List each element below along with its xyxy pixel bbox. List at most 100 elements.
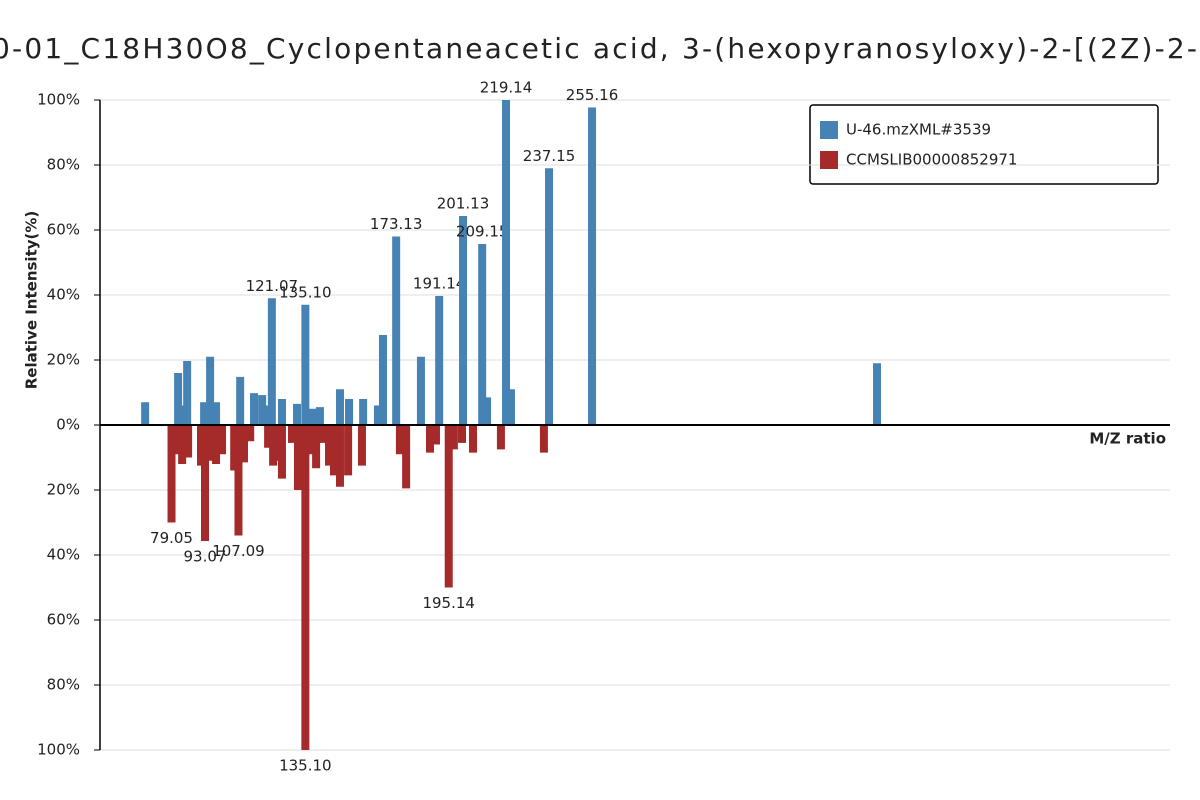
bar [174,373,183,425]
legend-box [809,104,1159,185]
peak-label: 135.10 [279,283,332,301]
bar [315,407,324,425]
peak-label: 135.10 [279,757,332,775]
bar [218,425,227,455]
bar [212,402,221,425]
bar [293,425,302,490]
bar [435,295,444,425]
bar [184,425,193,458]
peak-label: 79.05 [150,529,193,547]
bar [478,243,487,425]
y-axis-label: Relative Intensity(%) [23,211,41,390]
bar [200,425,209,542]
peak-label: 121.07 [246,277,299,295]
legend-swatch [820,151,838,169]
bar [246,425,255,442]
peak-label: 173.13 [370,215,423,233]
bar [324,425,333,466]
legend-label: CCMSLIB00000852971 [846,151,1017,169]
legend-swatch [820,121,838,139]
bar [207,425,216,461]
y-tick-label: 60% [47,611,80,629]
bar [330,425,339,476]
bar [174,425,183,455]
bar [373,405,382,425]
bar [287,425,296,443]
bar [267,298,276,425]
bar [312,425,321,469]
bar [250,393,259,425]
bar [416,356,425,425]
peak-label: 195.14 [422,594,475,612]
y-tick-label: 40% [47,286,80,304]
peak-label: 107.09 [212,542,265,560]
chart-title: 0-01_C18H30O8_Cyclopentaneacetic acid, 3… [0,32,1200,65]
bar [206,356,215,425]
bar [426,425,435,453]
bar [335,425,344,487]
bar [357,425,366,466]
peak-label: 209.15 [456,222,509,240]
bar [344,425,353,476]
legend-label: U-46.mzXML#3539 [846,121,991,139]
bar [308,408,317,425]
bar [269,425,278,466]
peak-label: 255.16 [566,86,619,104]
bar [212,425,221,464]
bar [588,107,597,425]
bar [230,425,239,471]
bar [239,425,248,463]
bar [459,216,468,425]
peak-label: 237.15 [523,147,576,165]
x-axis-label: M/Z ratio [1089,430,1166,448]
bar [307,425,316,455]
bar [506,389,515,425]
bar [178,405,187,425]
bar [457,425,466,443]
bar [359,399,368,425]
bar [264,425,273,448]
bar [444,425,453,588]
bar [277,399,286,425]
bar [392,236,401,425]
bar [545,168,554,425]
bar [141,402,150,425]
bar [258,395,267,425]
bar [167,425,176,523]
bar [502,100,511,425]
bar [301,425,310,750]
y-tick-label: 40% [47,546,80,564]
bar [335,389,344,425]
bar [483,397,492,425]
peak-label: 93.07 [184,548,227,566]
bar [292,403,301,425]
y-tick-label: 60% [47,221,80,239]
bar [449,425,458,450]
bar [317,425,326,443]
peak-label: 219.14 [480,79,533,97]
bar [236,376,245,425]
bar [402,425,411,489]
y-tick-label: 80% [47,156,80,174]
peak-label: 191.14 [413,274,466,292]
y-tick-label: 0% [56,416,80,434]
peak-label: 201.13 [437,195,490,213]
y-tick-label: 20% [47,351,80,369]
bar [395,425,404,455]
bar [378,334,387,425]
bar [539,425,548,453]
bar [178,425,187,464]
y-tick-label: 100% [37,91,80,109]
bar [183,360,192,425]
bar [277,425,286,479]
y-tick-label: 100% [37,741,80,759]
bar [496,425,505,450]
bar [234,425,243,536]
bar [200,402,209,425]
bar [273,425,282,461]
y-tick-label: 80% [47,676,80,694]
bar [468,425,477,453]
bar [873,363,882,425]
bar [345,399,354,425]
